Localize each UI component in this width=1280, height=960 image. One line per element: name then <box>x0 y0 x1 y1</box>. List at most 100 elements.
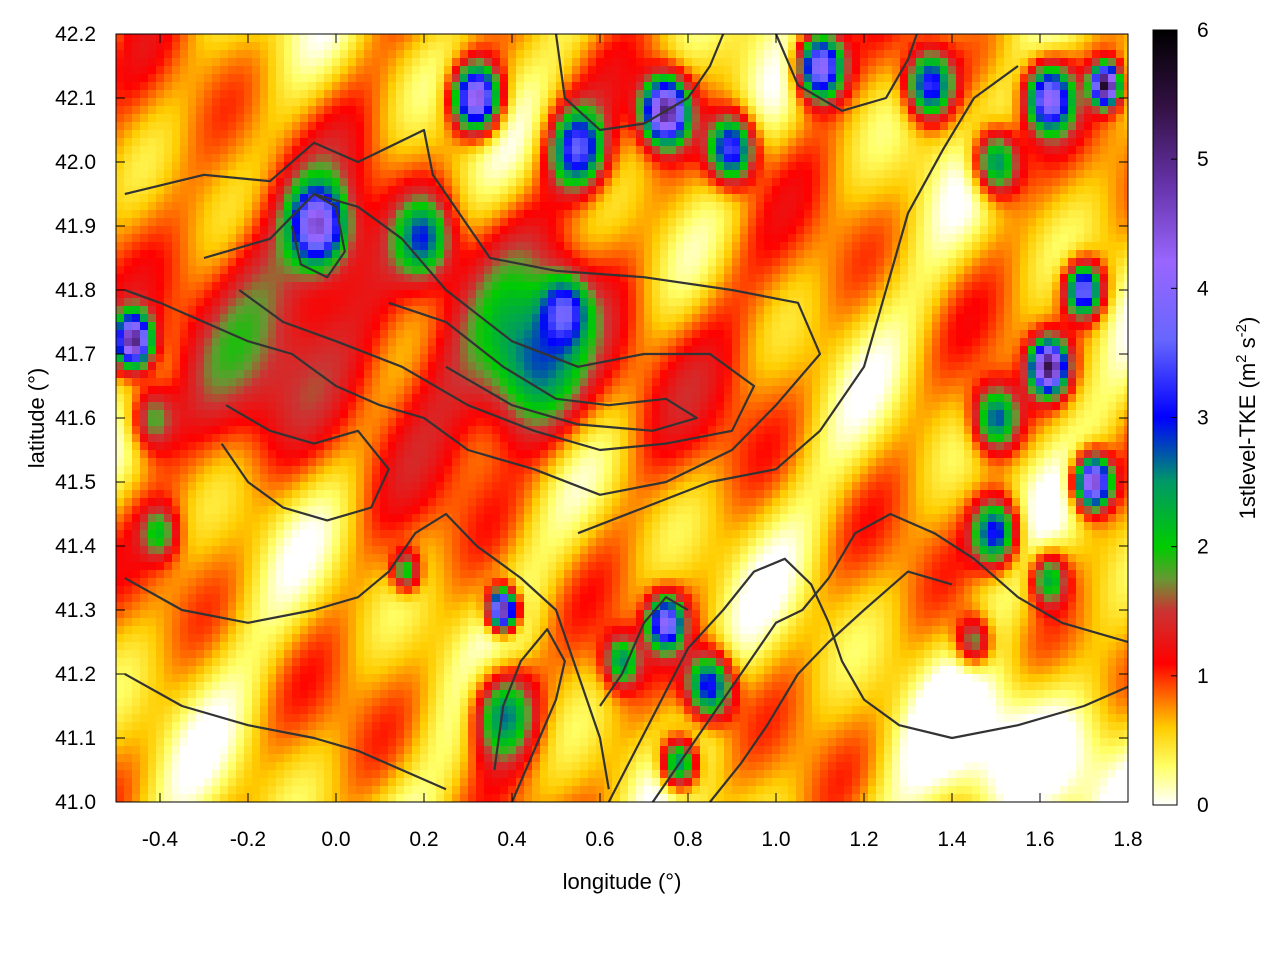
heatmap-cell <box>476 290 485 299</box>
heatmap-cell <box>604 242 613 251</box>
heatmap-cell <box>1116 58 1125 67</box>
heatmap-cell <box>260 50 269 59</box>
heatmap-cell <box>740 90 749 99</box>
heatmap-cell <box>620 314 629 323</box>
heatmap-cell <box>404 186 413 195</box>
heatmap-cell <box>1020 202 1029 211</box>
heatmap-cell <box>532 202 541 211</box>
heatmap-cell <box>492 114 501 123</box>
heatmap-cell <box>564 58 573 67</box>
heatmap-cell <box>956 90 965 99</box>
heatmap-cell <box>1100 322 1109 331</box>
heatmap-cell <box>628 162 637 171</box>
heatmap-cell <box>316 58 325 67</box>
heatmap-cell <box>588 42 597 51</box>
heatmap-cell <box>956 282 965 291</box>
heatmap-cell <box>724 314 733 323</box>
heatmap-cell <box>124 42 133 51</box>
heatmap-cell <box>468 130 477 139</box>
heatmap-cell <box>156 74 165 83</box>
heatmap-cell <box>908 210 917 219</box>
heatmap-cell <box>284 138 293 147</box>
heatmap-cell <box>252 314 261 323</box>
heatmap-cell <box>884 154 893 163</box>
heatmap-cell <box>140 154 149 163</box>
heatmap-cell <box>500 250 509 259</box>
heatmap-cell <box>996 170 1005 179</box>
heatmap-cell <box>348 290 357 299</box>
heatmap-cell <box>1044 42 1053 51</box>
heatmap-cell <box>1020 186 1029 195</box>
heatmap-cell <box>132 74 141 83</box>
heatmap-cell <box>172 298 181 307</box>
heatmap-cell <box>124 218 133 227</box>
heatmap-cell <box>948 58 957 67</box>
heatmap-cell <box>852 122 861 131</box>
heatmap-cell <box>748 66 757 75</box>
heatmap-cell <box>260 194 269 203</box>
heatmap-cell <box>452 250 461 259</box>
heatmap-cell <box>900 290 909 299</box>
heatmap-cell <box>340 82 349 91</box>
heatmap-cell <box>676 42 685 51</box>
heatmap-cell <box>420 66 429 75</box>
heatmap-cell <box>596 106 605 115</box>
heatmap-cell <box>284 346 293 355</box>
heatmap-cell <box>284 314 293 323</box>
heatmap-cell <box>540 90 549 99</box>
heatmap-cell <box>756 306 765 315</box>
heatmap-cell <box>236 226 245 235</box>
heatmap-cell <box>844 74 853 83</box>
heatmap-cell <box>180 114 189 123</box>
heatmap-cell <box>1028 226 1037 235</box>
heatmap-cell <box>1092 234 1101 243</box>
heatmap-cell <box>628 250 637 259</box>
heatmap-cell <box>156 242 165 251</box>
heatmap-cell <box>356 130 365 139</box>
heatmap-cell <box>500 338 509 347</box>
heatmap-cell <box>340 34 349 43</box>
heatmap-cell <box>660 298 669 307</box>
heatmap-cell <box>620 282 629 291</box>
heatmap-cell <box>788 290 797 299</box>
heatmap-cell <box>484 306 493 315</box>
heatmap-cell <box>668 58 677 67</box>
heatmap-cell <box>596 322 605 331</box>
heatmap-cell <box>1084 138 1093 147</box>
heatmap-cell <box>540 122 549 131</box>
heatmap-cell <box>524 186 533 195</box>
heatmap-cell <box>676 106 685 115</box>
heatmap-cell <box>228 146 237 155</box>
heatmap-cell <box>332 130 341 139</box>
heatmap-cell <box>388 202 397 211</box>
heatmap-cell <box>228 282 237 291</box>
heatmap-cell <box>748 186 757 195</box>
heatmap-cell <box>332 42 341 51</box>
heatmap-cell <box>340 114 349 123</box>
heatmap-cell <box>356 90 365 99</box>
heatmap-cell <box>932 258 941 267</box>
heatmap-cell <box>724 42 733 51</box>
heatmap-cell <box>804 58 813 67</box>
heatmap-cell <box>612 50 621 59</box>
heatmap-cell <box>460 186 469 195</box>
heatmap-cell <box>572 50 581 59</box>
heatmap-cell <box>636 266 645 275</box>
heatmap-cell <box>444 50 453 59</box>
heatmap-cell <box>940 226 949 235</box>
heatmap-cell <box>148 82 157 91</box>
heatmap-cell <box>540 234 549 243</box>
heatmap-cell <box>844 338 853 347</box>
heatmap-cell <box>564 274 573 283</box>
heatmap-cell <box>1116 130 1125 139</box>
heatmap-cell <box>876 226 885 235</box>
heatmap-cell <box>532 82 541 91</box>
heatmap-cell <box>748 106 757 115</box>
heatmap-cell <box>628 34 637 43</box>
heatmap-cell <box>556 98 565 107</box>
heatmap-cell <box>652 290 661 299</box>
heatmap-cell <box>988 282 997 291</box>
heatmap-cell <box>428 138 437 147</box>
heatmap-cell <box>348 306 357 315</box>
heatmap-cell <box>756 338 765 347</box>
